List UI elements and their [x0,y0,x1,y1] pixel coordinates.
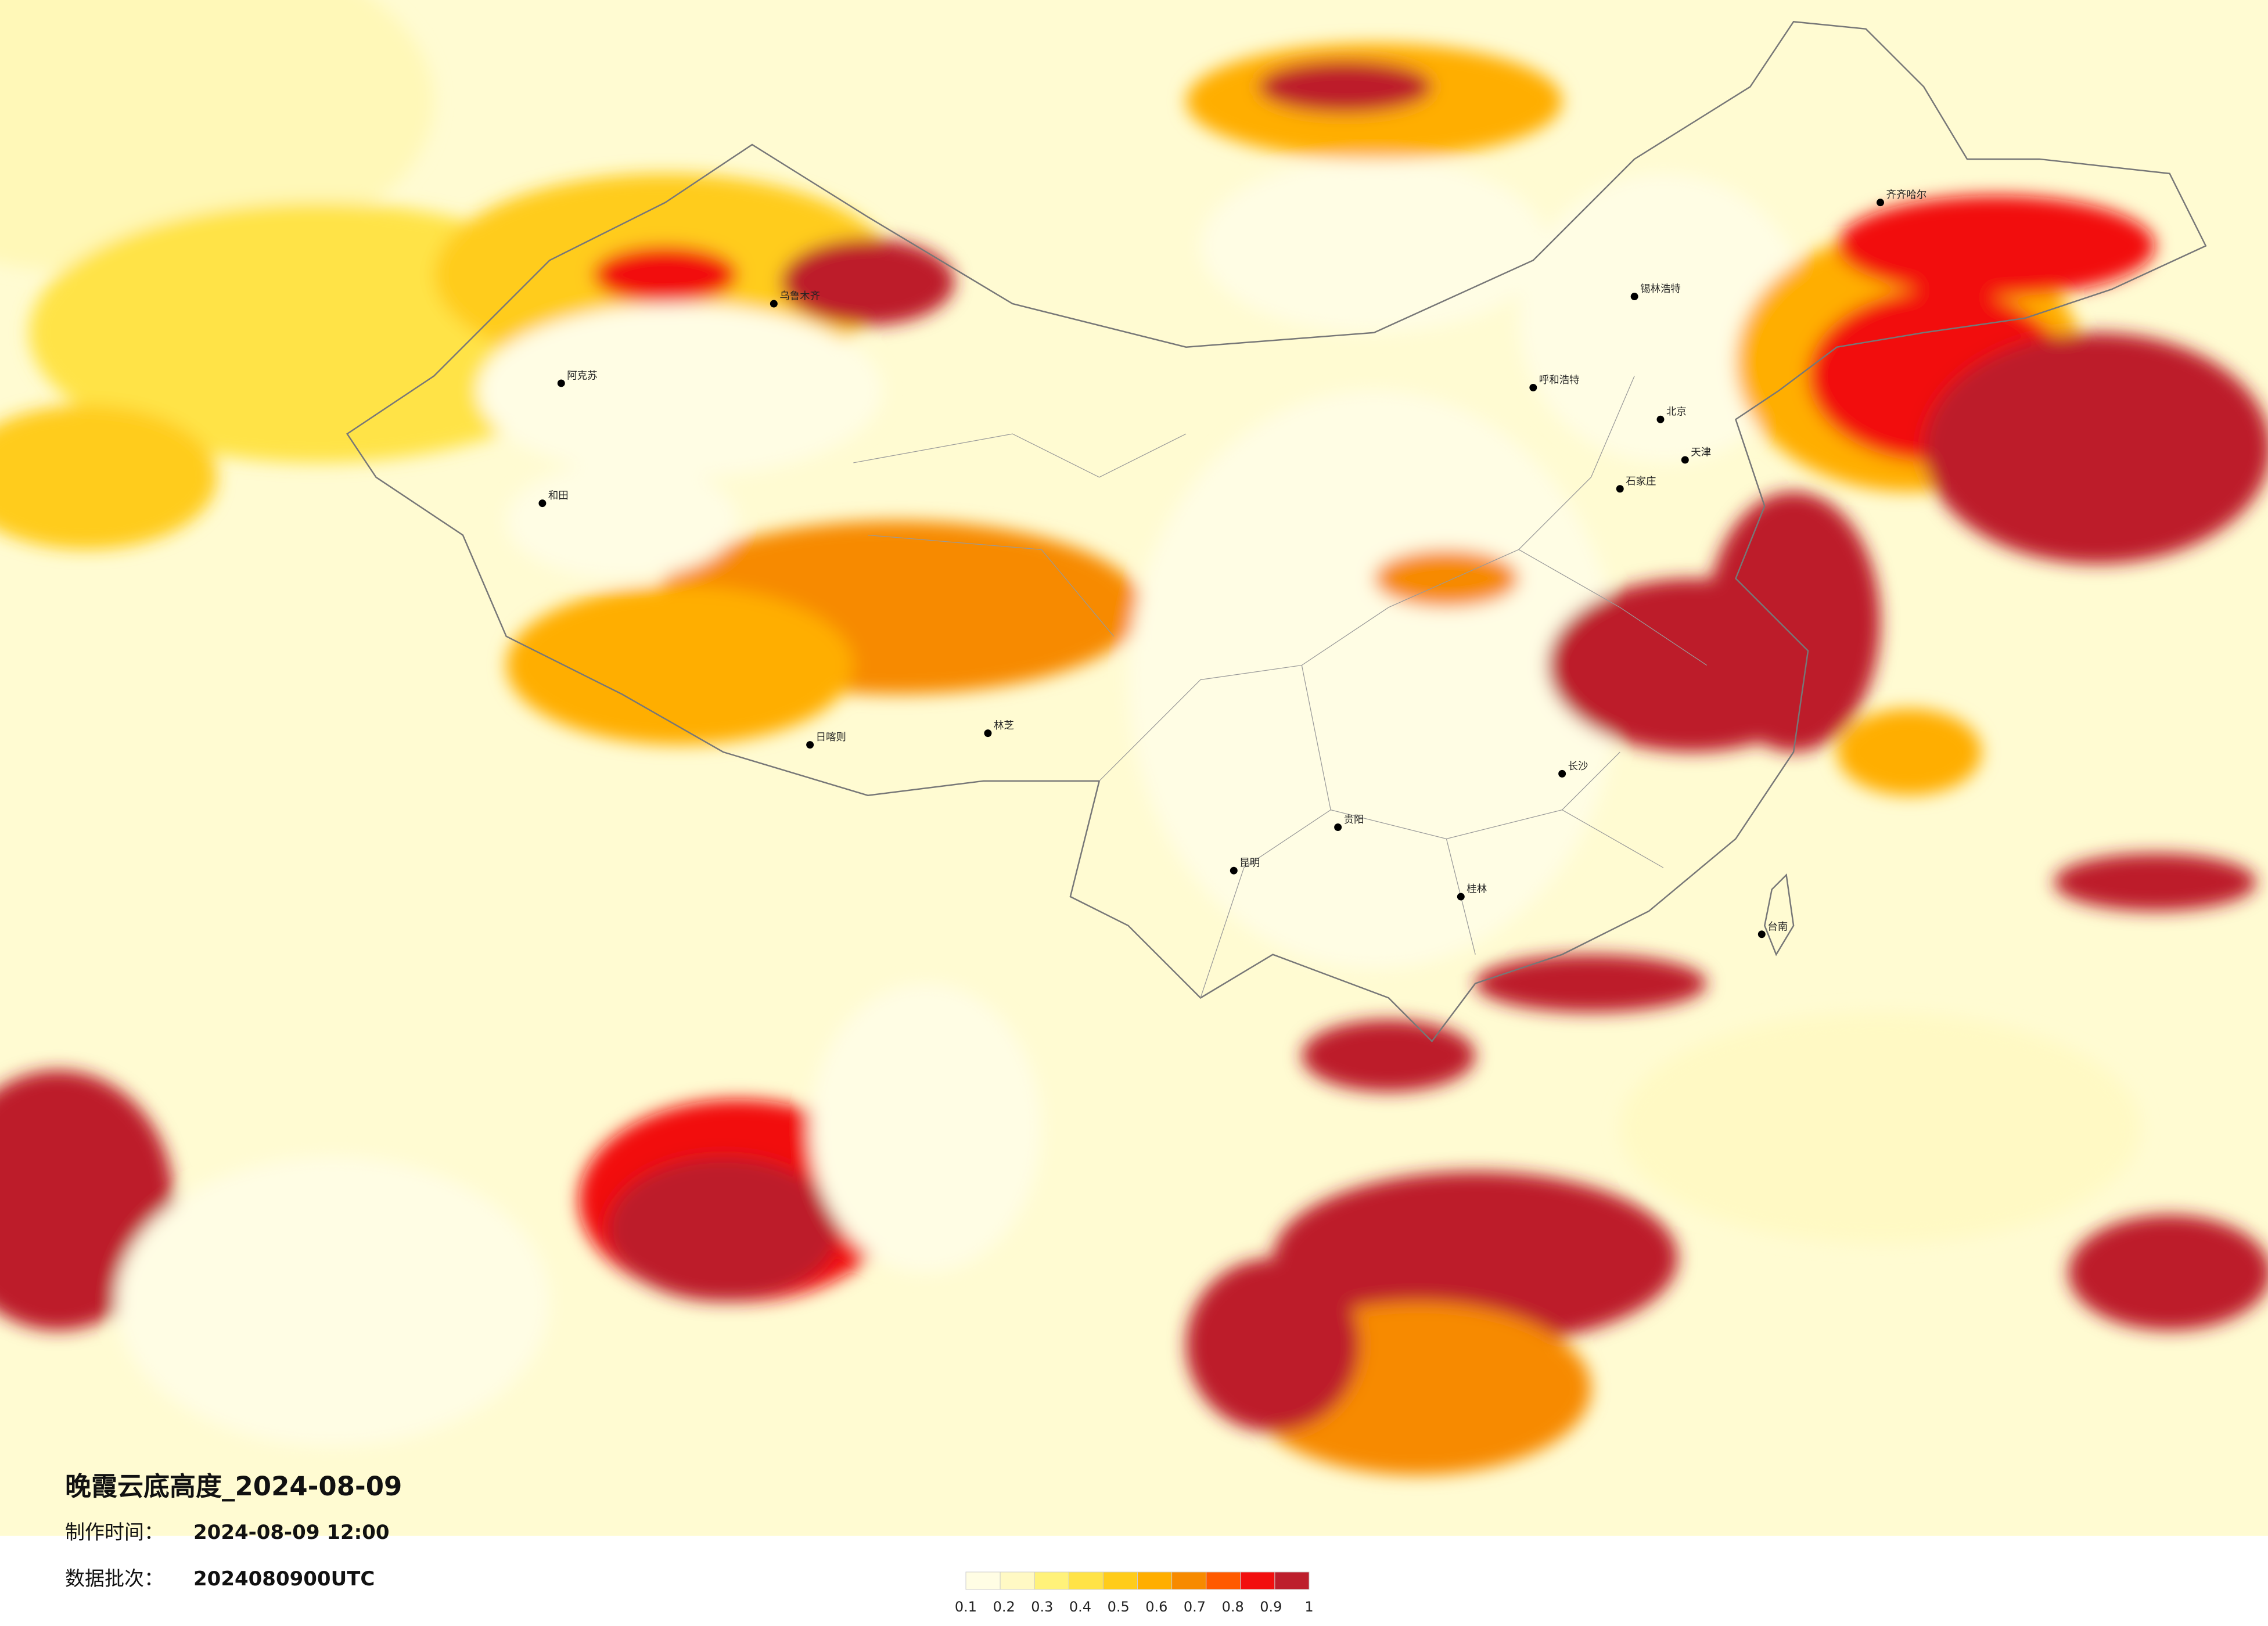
colorbar-swatch [1171,1571,1207,1590]
city-dot [1757,930,1766,938]
city-label: 呼和浩特 [1539,375,1580,386]
city-label: 和田 [548,490,569,502]
city-label: 桂林 [1467,884,1487,895]
colorbar-swatch [1068,1571,1104,1590]
city-dot [984,729,992,738]
country-border [346,21,2207,1042]
colorbar: 0.1 0.2 0.3 0.4 0.5 0.6 0.7 0.8 0.9 1 [955,1571,1314,1615]
colorbar-tick-label: 1 [1304,1599,1313,1615]
city-dot [1230,866,1238,875]
made-time: 2024-08-09 12:00 [193,1521,390,1544]
colorbar-swatch [1102,1571,1138,1590]
city-label: 日喀则 [816,732,846,743]
city-label: 乌鲁木齐 [779,291,820,303]
batch-value: 2024080900UTC [193,1567,375,1591]
city-label: 台南 [1767,921,1788,933]
city-dot [1334,823,1342,831]
city-dot [1558,769,1566,778]
map-title: 晚霞云底高度_2024-08-09 [65,1471,402,1502]
colorbar-tick-label: 0.1 [955,1599,977,1615]
city-dot [1529,383,1537,391]
colorbar-tick-label: 0.4 [1069,1599,1091,1615]
city-dot [1616,485,1624,493]
colorbar-swatch [1137,1571,1173,1590]
city-label: 齐齐哈尔 [1886,189,1926,201]
colorbar-swatch [1240,1571,1275,1590]
city-dot [538,499,547,508]
city-dot [1630,293,1638,301]
colorbar-tick-label: 0.3 [1031,1599,1053,1615]
batch-label: 数据批次： [65,1567,164,1591]
city-dot [557,379,565,387]
colorbar-tick-label: 0.8 [1222,1599,1244,1615]
city-dot [1681,456,1689,464]
city-label: 昆明 [1239,858,1260,869]
colorbar-swatch [1034,1571,1069,1590]
city-label: 阿克苏 [567,370,597,382]
city-label: 北京 [1666,406,1687,418]
city-dot [806,741,814,749]
colorbar-swatch [1274,1571,1310,1590]
made-label: 制作时间： [65,1521,164,1544]
taiwan [1763,873,1795,956]
city-dot [1656,415,1665,423]
city-dot [1457,893,1465,901]
cloud-field [0,0,2268,1476]
colorbar-tick-label: 0.6 [1145,1599,1167,1615]
city-label: 天津 [1691,447,1711,458]
colorbar-swatch [1206,1571,1241,1590]
colorbar-swatch [1000,1571,1035,1590]
colorbar-tick-label: 0.5 [1108,1599,1130,1615]
city-label: 锡林浩特 [1640,283,1681,295]
colorbar-tick-label: 0.7 [1184,1599,1206,1615]
city-dot [1877,199,1884,207]
colorbar-tick-label: 0.9 [1260,1599,1282,1615]
city-label: 贵阳 [1344,814,1364,826]
colorbar-swatch [965,1571,1001,1590]
city-label: 长沙 [1568,761,1588,772]
city-dot [770,300,778,308]
city-label: 石家庄 [1626,476,1656,487]
city-label: 林芝 [994,720,1014,732]
colorbar-tick-label: 0.2 [993,1599,1015,1615]
